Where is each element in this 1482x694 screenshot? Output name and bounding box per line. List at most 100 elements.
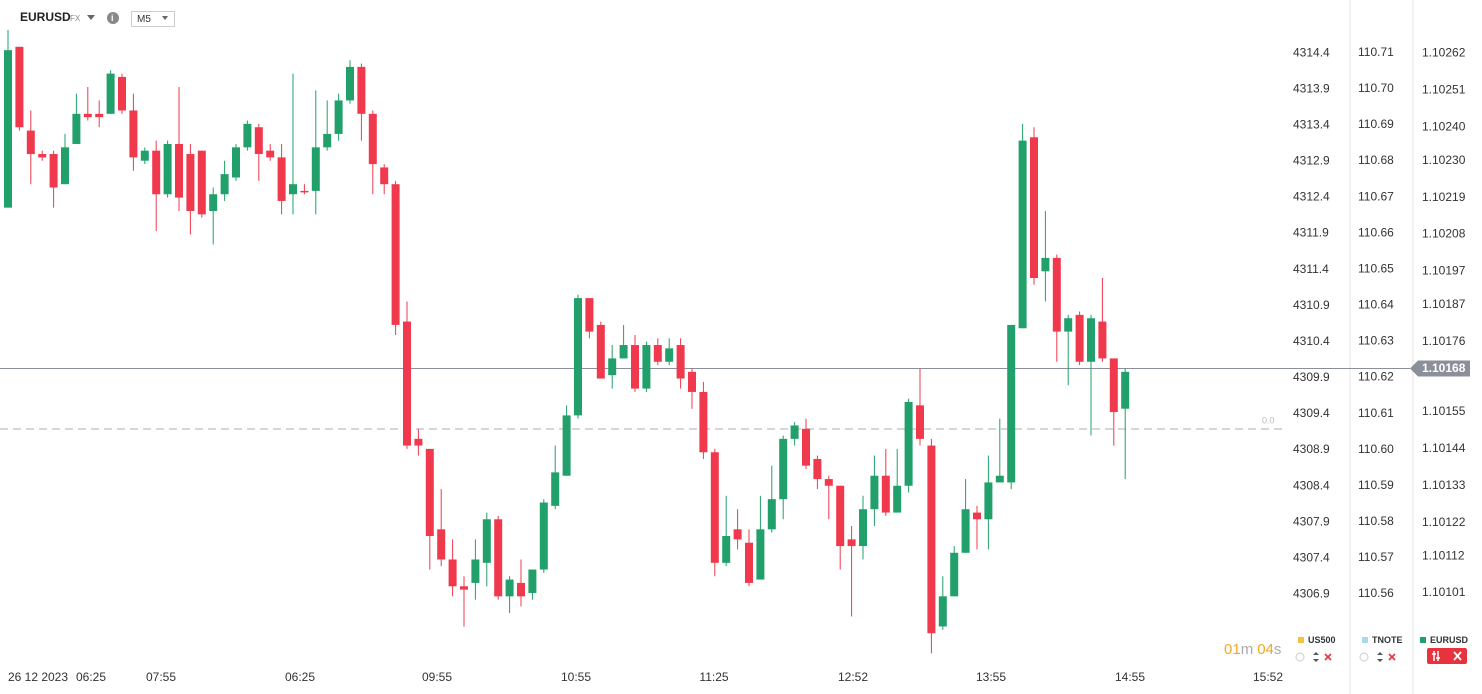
candle-body bbox=[813, 458, 822, 480]
legend-swatch bbox=[1362, 637, 1368, 643]
y-tick-label: 110.65 bbox=[1358, 261, 1394, 275]
x-tick-label: 09:55 bbox=[422, 670, 452, 684]
candle-body bbox=[938, 596, 947, 627]
candle-body bbox=[140, 150, 149, 161]
y-tick-label: 1.10187 bbox=[1422, 297, 1466, 311]
candle-body bbox=[95, 113, 104, 118]
market: FX bbox=[70, 14, 81, 23]
zero-label: 0.0 bbox=[1262, 415, 1275, 425]
candle-body bbox=[380, 167, 389, 185]
candle-body bbox=[665, 348, 674, 362]
settings-icon bbox=[1432, 651, 1440, 661]
candle-body bbox=[676, 345, 685, 379]
symbol[interactable]: EURUSD bbox=[20, 10, 71, 24]
candle-body bbox=[357, 66, 366, 114]
candle-body bbox=[1041, 257, 1050, 272]
candle-body bbox=[836, 485, 845, 547]
candle-body bbox=[528, 569, 537, 593]
candle-body bbox=[733, 529, 742, 540]
candle-body bbox=[61, 147, 69, 185]
candle-body bbox=[368, 113, 377, 165]
order-icon[interactable] bbox=[1313, 652, 1319, 662]
y-tick-label: 4311.9 bbox=[1293, 226, 1329, 240]
candle-body bbox=[49, 154, 58, 188]
candle-body bbox=[881, 475, 890, 513]
candle-body bbox=[551, 472, 560, 506]
symbol-dropdown[interactable] bbox=[87, 15, 95, 20]
timeframe-select[interactable] bbox=[131, 11, 175, 27]
visibility-icon[interactable] bbox=[1295, 652, 1305, 662]
y-tick-label: 1.10208 bbox=[1422, 227, 1466, 241]
candle-body bbox=[129, 110, 138, 158]
candle-body bbox=[300, 190, 309, 193]
y-tick-label: 4313.9 bbox=[1293, 81, 1330, 95]
y-tick-label: 4309.9 bbox=[1293, 370, 1330, 384]
y-tick-label: 110.67 bbox=[1358, 189, 1394, 203]
countdown-unit: m bbox=[1241, 641, 1254, 658]
candle-body bbox=[904, 401, 913, 486]
candle-body bbox=[710, 452, 719, 563]
candle-body bbox=[414, 438, 423, 446]
y-tick-label: 1.10133 bbox=[1422, 478, 1466, 492]
candle-body bbox=[642, 345, 651, 389]
x-tick-label: 10:55 bbox=[561, 670, 591, 684]
candle-body bbox=[722, 536, 731, 563]
candle-body bbox=[699, 391, 708, 453]
y-tick-label: 4307.4 bbox=[1293, 550, 1330, 564]
candle-body bbox=[653, 345, 662, 362]
y-tick-label: 4306.9 bbox=[1293, 587, 1330, 601]
x-tick-label: 26 12 2023 bbox=[8, 670, 68, 684]
info-icon[interactable] bbox=[107, 12, 119, 24]
remove-icon[interactable] bbox=[1324, 653, 1332, 661]
x-tick-label: 11:25 bbox=[699, 670, 728, 684]
candle-body bbox=[334, 100, 343, 134]
order-icon[interactable] bbox=[1377, 652, 1383, 662]
y-tick-label: 1.10112 bbox=[1422, 548, 1465, 562]
candle-body bbox=[209, 194, 218, 211]
current-price-label: 1.10168 bbox=[1422, 361, 1466, 375]
remove-icon[interactable] bbox=[1388, 653, 1396, 661]
x-tick-label: 06:25 bbox=[76, 670, 106, 684]
x-tick-label: 07:55 bbox=[146, 670, 176, 684]
y-tick-label: 4313.4 bbox=[1293, 118, 1330, 132]
y-tick-label: 4312.9 bbox=[1293, 154, 1330, 168]
legend-label: TNOTE bbox=[1372, 635, 1403, 645]
candle-body bbox=[870, 475, 879, 510]
candle-body bbox=[197, 150, 206, 215]
candle-body bbox=[311, 147, 320, 191]
candle-body bbox=[950, 552, 959, 597]
remove-button[interactable] bbox=[1427, 648, 1467, 664]
visibility-icon[interactable] bbox=[1359, 652, 1369, 662]
candle-body bbox=[482, 519, 491, 563]
candle-body bbox=[4, 50, 12, 208]
candle-body bbox=[232, 147, 240, 178]
candle-body bbox=[802, 428, 810, 466]
candle-body bbox=[779, 438, 788, 500]
candle-body bbox=[916, 405, 924, 439]
candle-body bbox=[574, 298, 582, 416]
candle-body bbox=[847, 539, 856, 547]
current-price-tag bbox=[1410, 360, 1470, 377]
y-tick-label: 4310.9 bbox=[1293, 298, 1330, 312]
timeframe-dropdown bbox=[162, 16, 168, 20]
y-tick-label: 110.61 bbox=[1358, 406, 1394, 420]
y-tick-label: 1.10219 bbox=[1422, 190, 1466, 204]
candle-body bbox=[26, 130, 35, 155]
legend-swatch bbox=[1298, 637, 1304, 643]
candle-body bbox=[118, 76, 126, 111]
candle-body bbox=[1075, 314, 1084, 362]
y-tick-label: 1.10155 bbox=[1422, 404, 1466, 418]
candle-body bbox=[15, 46, 24, 128]
candle-body bbox=[1018, 140, 1027, 329]
candle-body bbox=[756, 529, 765, 580]
x-tick-label: 13:55 bbox=[976, 670, 1006, 684]
candle-body bbox=[927, 445, 936, 634]
y-tick-label: 4310.4 bbox=[1293, 334, 1330, 348]
candle-body bbox=[767, 499, 776, 530]
candle-body bbox=[83, 113, 92, 118]
candle-body bbox=[243, 123, 252, 148]
y-tick-label: 4307.9 bbox=[1293, 514, 1330, 528]
candle-body bbox=[403, 321, 411, 446]
candle-body bbox=[1052, 257, 1061, 332]
